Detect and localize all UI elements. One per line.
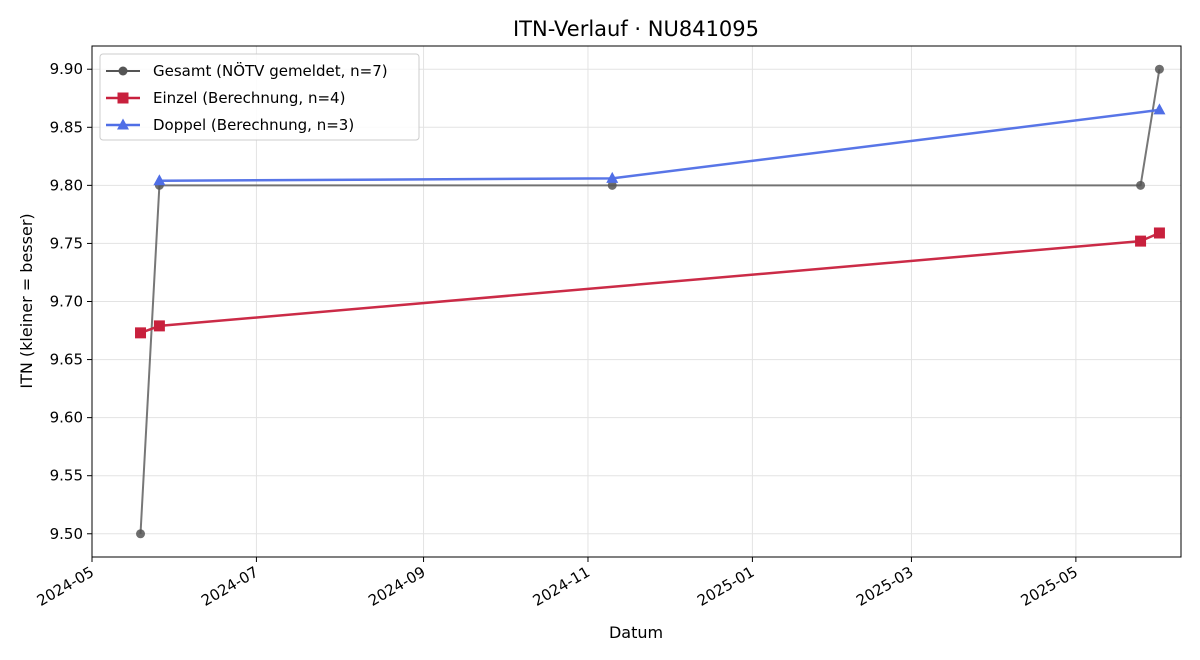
- data-point: [135, 327, 147, 339]
- y-tick-label: 9.90: [50, 60, 83, 78]
- data-point: [1136, 180, 1146, 190]
- legend: Gesamt (NÖTV gemeldet, n=7) Einzel (Berec…: [99, 53, 420, 141]
- y-tick-label: 9.80: [50, 176, 83, 194]
- y-tick-label: 9.85: [50, 118, 83, 136]
- legend-label: Gesamt (NÖTV gemeldet, n=7): [153, 61, 388, 80]
- y-tick-label: 9.60: [50, 409, 83, 427]
- y-axis-label: ITN (kleiner = besser): [17, 213, 36, 388]
- series-2: [153, 103, 1166, 186]
- data-point: [607, 180, 617, 190]
- legend-marker: [118, 66, 128, 76]
- data-point: [153, 320, 165, 332]
- data-point: [136, 529, 146, 539]
- y-tick-label: 9.75: [50, 234, 83, 252]
- data-point: [1135, 235, 1147, 247]
- legend-box: [99, 53, 420, 141]
- data-point: [606, 171, 619, 183]
- x-axis-label: Datum: [609, 623, 663, 642]
- legend-marker: [117, 92, 129, 104]
- data-point: [1153, 103, 1166, 115]
- data-point: [1153, 227, 1165, 239]
- series-1: [135, 227, 1165, 339]
- legend-marker: [117, 118, 129, 130]
- data-point: [1154, 64, 1164, 74]
- y-tick-label: 9.50: [50, 525, 83, 543]
- y-tick-label: 9.70: [50, 293, 83, 311]
- y-tick-label: 9.65: [50, 351, 83, 369]
- data-point: [153, 174, 166, 186]
- series-layer: [135, 64, 1166, 539]
- legend-label: Einzel (Berechnung, n=4): [153, 89, 345, 107]
- legend-label: Doppel (Berechnung, n=3): [153, 116, 354, 134]
- y-tick-label: 9.55: [50, 467, 83, 485]
- series-0: [136, 64, 1164, 539]
- chart-title: ITN-Verlauf · NU841095: [513, 17, 759, 41]
- series-line: [140, 231, 1160, 335]
